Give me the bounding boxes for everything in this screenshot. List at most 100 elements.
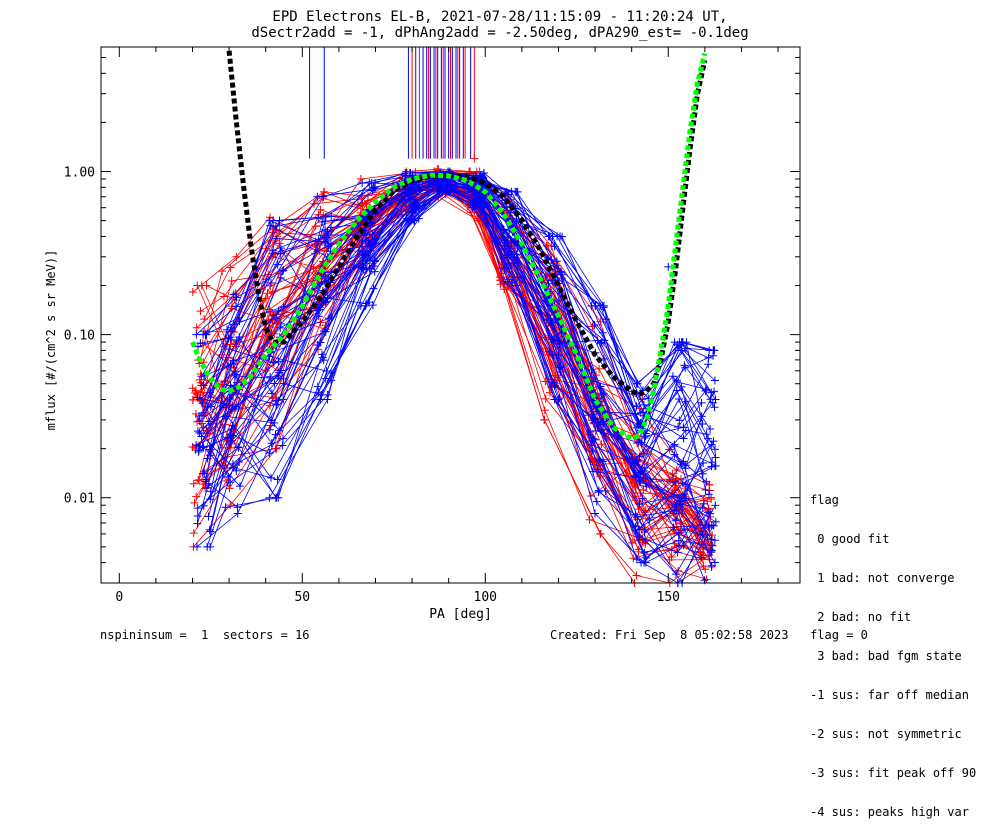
blue-series-point-53-11 [639,400,648,409]
blue-series-point-51-13 [706,424,715,433]
blue-series-point-54-1 [223,325,232,334]
blue-series-point-53-9 [544,232,553,241]
blue-series-point-46-4 [361,230,370,239]
blue-series-point-23-13 [704,490,713,499]
blue-series-point-54-5 [406,185,415,194]
blue-series-point-47-8 [513,258,522,267]
blue-series-point-31-1 [232,293,241,302]
blue-series-point-44-9 [547,383,556,392]
red-series-point-24-2 [268,287,277,296]
blue-series-point-53-0 [198,399,207,408]
blue-series-point-29-5 [409,208,418,217]
blue-series-point-49-4 [358,250,367,259]
blue-series-point-47-0 [194,447,203,456]
blue-series-point-12-13 [710,536,719,545]
blue-series-point-46-12 [670,450,679,459]
blue-series-point-44-7 [468,203,477,212]
blue-series-point-50-0 [206,392,215,401]
x-tick-label-0: 0 [115,590,123,605]
red-series-point-17-2 [261,294,270,303]
blue-series-point-23-0 [203,429,212,438]
red-series-point-27-13 [699,562,708,571]
blue-series-point-12-1 [221,503,230,512]
footer-left: nspininsum = 1 sectors = 16 [100,628,310,642]
blue-series-point-26-0 [202,330,211,339]
x-tick-label-3: 150 [657,590,680,605]
blue-series-line-47 [198,185,714,515]
red-series-point-13-10 [597,440,606,449]
blue-series-point-45-13 [697,398,706,407]
blue-series-point-22-3 [321,238,330,247]
blue-series-point-52-5 [402,199,411,208]
blue-series-point-53-1 [227,327,236,336]
blue-series-point-25-2 [267,278,276,287]
blue-series-point-24-0 [193,519,202,528]
blue-series-point-14-12 [675,395,684,404]
blue-series-point-0-1 [232,370,241,379]
red-series-point-3-3 [316,205,325,214]
red-series-point-37-0 [192,323,201,332]
blue-series-point-29-11 [640,558,649,567]
blue-series-line-1 [204,186,717,523]
blue-series-line-48 [209,181,716,530]
blue-series-point-40-13 [698,530,707,539]
blue-series-point-49-11 [634,470,643,479]
blue-series-point-28-1 [232,337,241,345]
blue-series-point-38-10 [590,435,599,444]
blue-series-point-47-12 [669,509,678,518]
blue-series-point-8-0 [193,542,202,551]
blue-series-point-22-1 [231,367,240,376]
blue-series-point-41-9 [552,257,561,266]
blue-series-point-23-12 [675,497,684,506]
blue-series-point-31-2 [278,267,287,276]
blue-series-point-18-13 [709,521,718,530]
blue-series-point-50-2 [279,302,288,311]
blue-series-point-44-13 [711,501,720,510]
blue-series-point-44-1 [226,478,235,487]
blue-series-point-7-4 [359,231,368,240]
blue-series-point-26-13 [710,376,719,385]
red-series-point-36-0 [188,395,197,404]
blue-series-point-44-12 [671,570,680,579]
y-tick-label-1: 0.10 [64,329,95,344]
blue-series-line-29 [208,191,712,564]
blue-series-point-43-4 [371,179,380,188]
blue-series-point-52-3 [324,242,333,251]
red-series-point-26-1 [218,267,227,276]
red-series-point-0-1 [227,276,236,285]
blue-series-point-29-8 [511,281,520,290]
blue-series-point-48-10 [589,434,598,443]
red-series-point-9-0 [189,529,198,538]
blue-series-point-48-5 [409,214,418,223]
blue-series-point-24-11 [640,548,649,557]
blue-series-point-44-0 [193,504,202,513]
blue-series-point-54-2 [269,216,278,225]
blue-series-point-12-3 [317,350,326,359]
blue-series-point-50-10 [599,303,608,312]
blue-series-point-4-9 [544,279,553,288]
red-series-point-19-5 [402,167,411,176]
blue-series-point-48-6 [445,177,454,186]
red-series-point-28-1 [219,292,228,301]
blue-series-point-32-1 [228,459,237,468]
blue-series-point-32-13 [697,553,706,562]
blue-series-point-36-11 [636,477,645,486]
legend-item-4: -1 sus: far off median [810,688,969,702]
blue-series-point-29-13 [707,521,716,530]
blue-series-point-0-4 [370,267,379,276]
blue-series-point-39-10 [600,336,609,345]
blue-series-point-16-10 [591,426,600,435]
red-series-point-10-11 [632,571,641,580]
blue-series-point-48-12 [678,479,687,488]
blue-series-point-48-4 [369,262,378,271]
blue-series-point-44-4 [370,256,379,265]
blue-series-point-9-13 [701,485,710,494]
blue-series-point-12-10 [592,497,601,506]
blue-series-point-8-12 [673,548,682,557]
blue-series-point-11-13 [699,499,708,508]
blue-series-point-44-10 [594,486,603,495]
blue-series-point-33-8 [506,208,515,217]
blue-series-point-54-0 [199,408,208,417]
blue-series-point-47-13 [709,437,718,446]
blue-series-point-49-9 [547,255,556,264]
